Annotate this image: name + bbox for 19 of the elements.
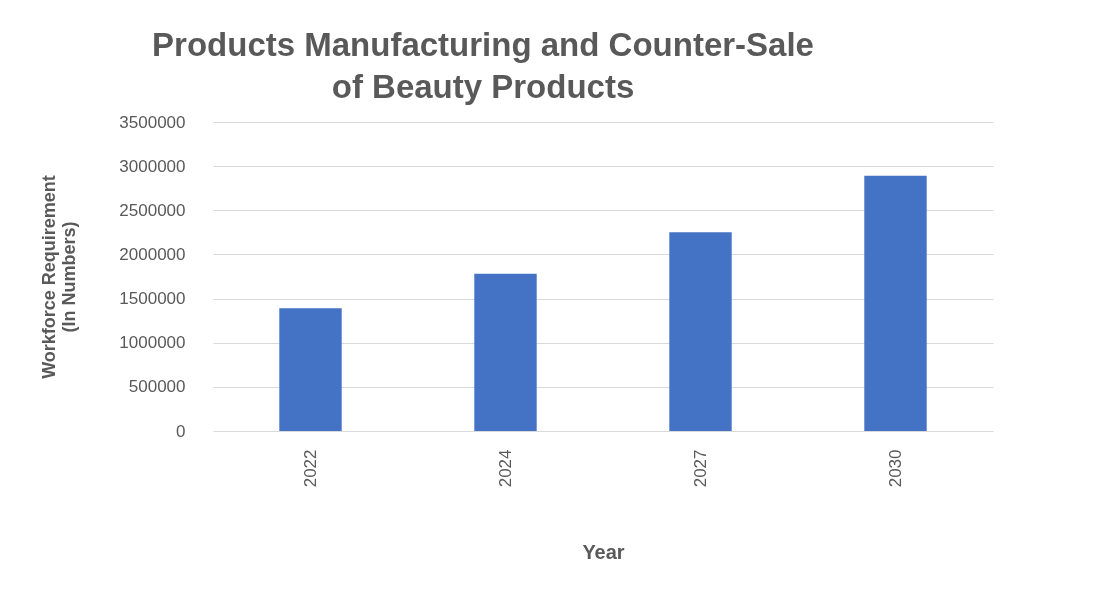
y-tick-label: 0 <box>176 421 186 441</box>
x-tick-label: 2030 <box>885 449 905 488</box>
x-tick-label: 2027 <box>690 449 710 488</box>
y-axis-title: Workforce Requirement (In Numbers) <box>39 175 80 379</box>
y-tick-label: 3000000 <box>119 156 186 176</box>
x-tick-label: 2022 <box>300 449 320 488</box>
bar <box>864 175 927 431</box>
y-tick-label: 500000 <box>128 377 186 397</box>
y-tick-label: 2500000 <box>119 200 186 220</box>
x-tick-label: 2024 <box>495 449 515 488</box>
y-tick-label: 1500000 <box>119 289 186 309</box>
bar <box>474 273 537 431</box>
y-tick-label: 2000000 <box>119 244 186 264</box>
y-tick-label: 3500000 <box>119 112 186 132</box>
y-tick-label: 1000000 <box>119 333 186 353</box>
chart-title: Products Manufacturing and Counter-Sale of Beauty Products <box>152 26 814 105</box>
x-axis-title: Year <box>582 541 625 564</box>
bar <box>279 308 342 431</box>
bar <box>669 232 732 431</box>
